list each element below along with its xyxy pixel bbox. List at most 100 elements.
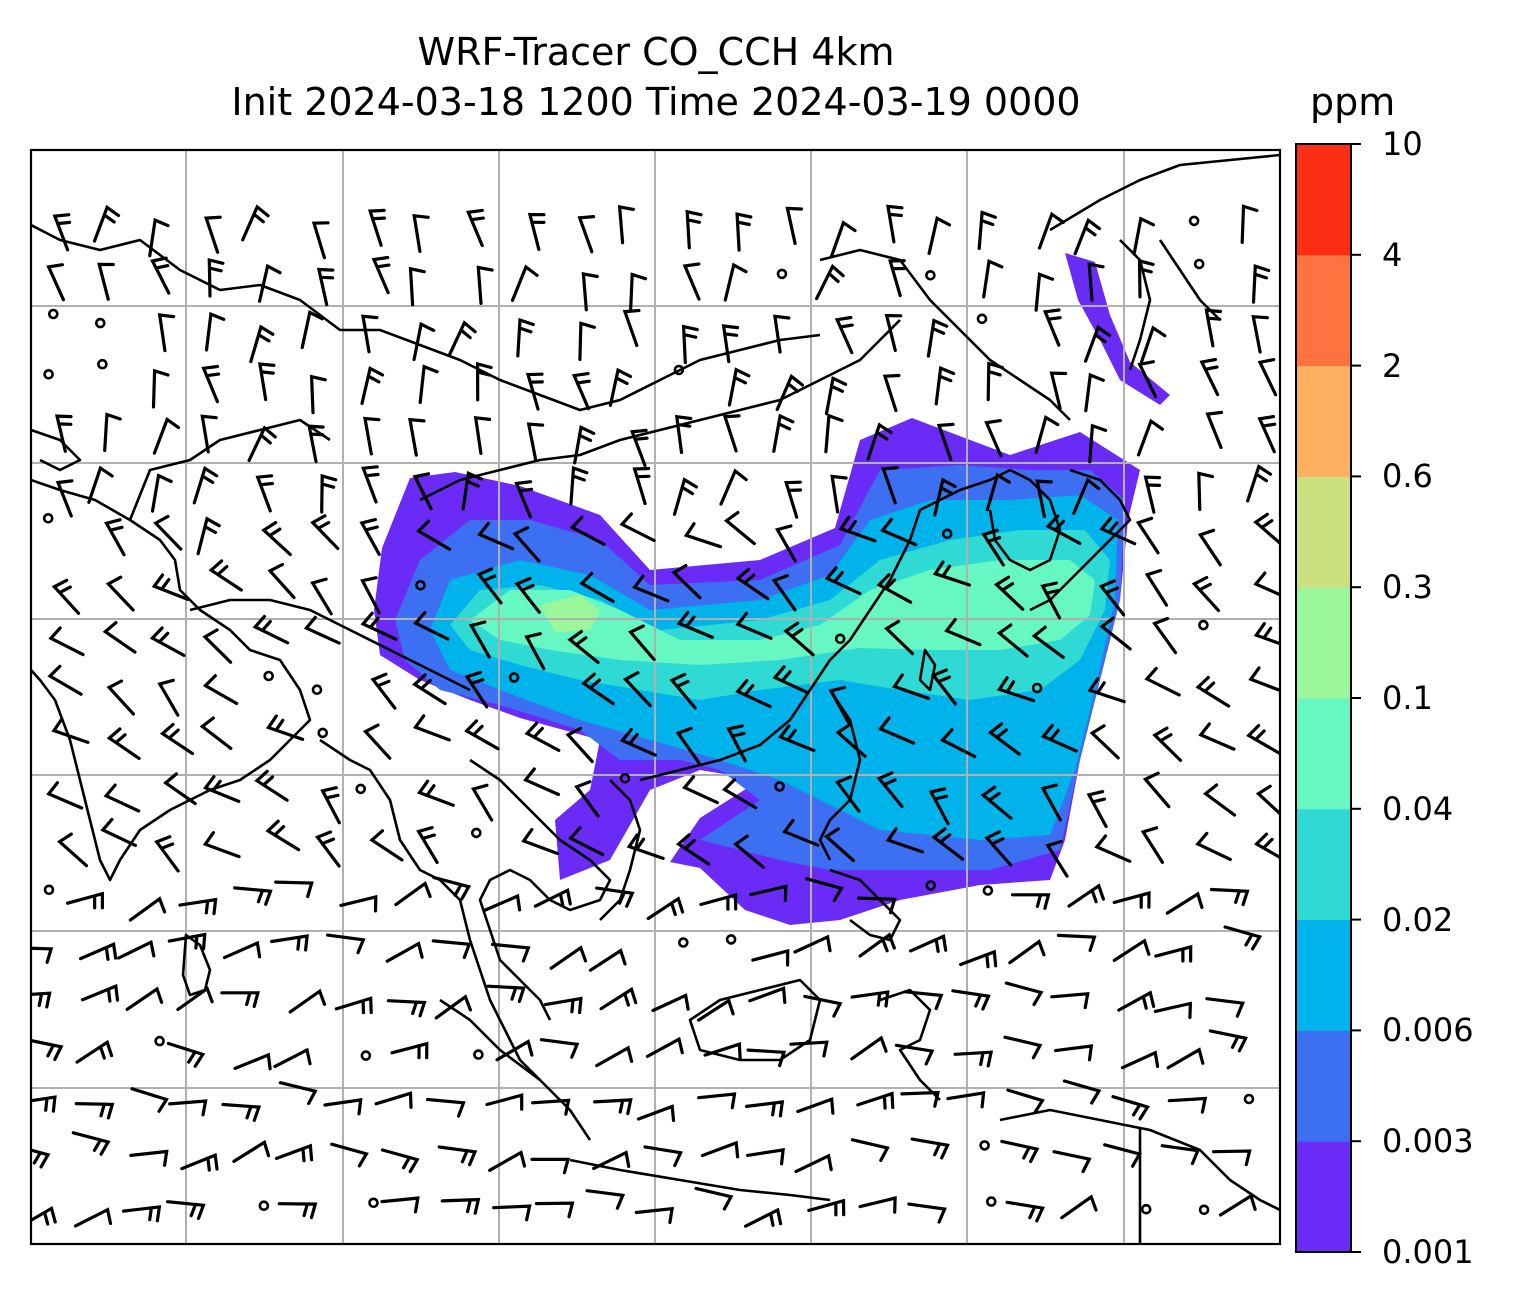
coast-sumatra (439, 998, 592, 1141)
wind-barb (803, 994, 843, 1018)
wind-barb (549, 945, 588, 970)
wind-barb (699, 892, 738, 911)
wind-barb (468, 620, 491, 659)
colorbar-segment (1296, 254, 1351, 367)
wind-barb (275, 1143, 314, 1163)
colorbar-segment (1296, 919, 1351, 1031)
wind-barb (473, 415, 492, 455)
tracer-concentration-field (374, 253, 1170, 925)
colorbar-tick-label: 0.001 (1382, 1233, 1474, 1271)
wind-barb (166, 1200, 206, 1220)
wind-barb (46, 781, 84, 810)
calm-wind-marker (317, 727, 329, 739)
wind-barb (928, 787, 950, 826)
wind-barb (1005, 1200, 1045, 1223)
wind-barb (314, 830, 341, 868)
wind-barb (746, 1048, 787, 1068)
wind-barb (258, 263, 282, 303)
wind-barb (371, 255, 391, 295)
wind-barb (103, 783, 141, 813)
calm-wind-marker (258, 1200, 270, 1211)
wind-barb (595, 1045, 634, 1068)
wind-barb (885, 827, 924, 854)
wind-barb (838, 515, 877, 543)
wind-barb (1089, 724, 1120, 760)
wind-barb (1153, 1001, 1193, 1020)
coast-china-east (868, 468, 1011, 611)
plume-level-0.1 (540, 595, 600, 632)
wind-barb (152, 416, 181, 455)
wind-barb (380, 1196, 420, 1214)
calm-wind-marker (355, 783, 367, 795)
wind-barb (744, 1207, 783, 1228)
wind-barb (510, 264, 539, 302)
wind-barb (793, 934, 832, 954)
wind-barb (413, 611, 450, 641)
wind-barb (151, 573, 190, 601)
wind-barb (888, 259, 906, 298)
wind-barb (73, 1207, 113, 1228)
wind-barb (824, 375, 848, 416)
wind-barb (1117, 990, 1156, 1012)
wind-barb (221, 1102, 262, 1122)
wind-barb (412, 213, 430, 253)
colorbar-tick-label: 0.6 (1382, 457, 1433, 496)
wind-barb (772, 665, 810, 695)
colorbar-segment (1296, 808, 1351, 921)
calm-wind-marker (311, 684, 323, 696)
wind-barb (31, 946, 54, 964)
wind-barb (900, 1090, 940, 1108)
wind-barb (1143, 475, 1162, 514)
calm-wind-marker (725, 934, 737, 945)
wind-barb (476, 567, 503, 605)
wind-barb (726, 724, 747, 763)
wind-barb (1253, 832, 1280, 860)
wind-barb (1031, 625, 1065, 659)
wind-barb (370, 672, 397, 710)
wind-barb (151, 368, 170, 409)
wind-barb (524, 632, 546, 671)
wind-barb (1139, 325, 1167, 364)
wind-barb (309, 374, 327, 415)
wind-barb (488, 1150, 527, 1172)
wind-barb (723, 510, 756, 546)
wind-barb (233, 886, 273, 906)
wind-barb (485, 1093, 524, 1111)
wind-barb (1087, 262, 1105, 302)
wind-barb (492, 1204, 532, 1222)
wind-barb (385, 941, 424, 963)
wind-barb (722, 414, 741, 453)
wind-barb (150, 473, 173, 513)
wind-barb (946, 1090, 986, 1109)
wind-barb (1084, 324, 1112, 363)
wind-barb (1054, 1044, 1094, 1062)
wind-barb (910, 1137, 950, 1160)
wind-barb (416, 519, 452, 551)
wind-barb (55, 479, 74, 518)
wind-barb (222, 940, 262, 960)
wind-barb (103, 412, 122, 453)
wind-barb (682, 262, 701, 301)
wind-barb (278, 1081, 318, 1106)
wind-barb (369, 829, 404, 862)
wind-barb (157, 313, 176, 353)
wind-barb (390, 1041, 429, 1060)
wind-barb (1255, 784, 1280, 816)
wind-barb (526, 422, 545, 461)
wind-barb (1144, 666, 1181, 697)
border-central-asia (31, 223, 821, 412)
wind-barb (46, 263, 65, 302)
wind-barb (157, 678, 180, 717)
wind-barb (927, 215, 952, 256)
wind-barb (31, 991, 52, 1009)
wind-barb (775, 373, 804, 412)
wind-barb (1248, 666, 1280, 693)
wind-barb (1165, 891, 1204, 915)
calm-wind-marker (1198, 619, 1209, 631)
wind-barb (374, 1091, 413, 1109)
wind-barb (748, 986, 787, 1004)
wind-barb (363, 416, 381, 456)
wind-barb (934, 365, 956, 406)
wind-barb (154, 835, 180, 873)
wind-barb (835, 723, 867, 758)
